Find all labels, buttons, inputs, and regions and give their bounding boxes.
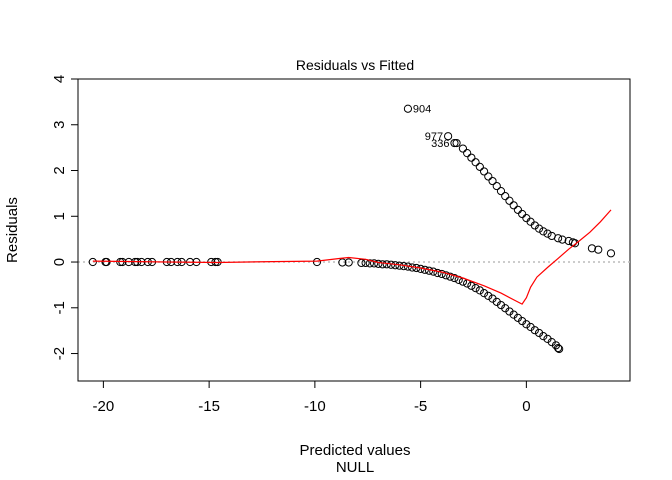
residual-point — [553, 343, 563, 353]
residual-point — [471, 158, 480, 167]
residual-point — [534, 224, 544, 233]
residual-point — [479, 167, 489, 176]
residual-point — [458, 144, 468, 153]
residual-point — [452, 138, 461, 148]
y-tick-label: 2 — [51, 166, 68, 174]
residual-point — [539, 227, 548, 236]
residual-point — [496, 187, 506, 196]
residual-point — [429, 267, 438, 276]
residual-point — [553, 234, 563, 243]
residual-point — [606, 249, 616, 258]
residual-point — [518, 209, 527, 219]
y-axis: -2 -1 0 1 2 3 4 — [51, 75, 79, 360]
residual-point — [433, 268, 442, 278]
residual-point — [357, 258, 366, 268]
residual-point — [509, 201, 518, 210]
y-tick-label: 4 — [51, 75, 68, 83]
residual-point — [374, 259, 383, 268]
residual-point — [530, 326, 539, 335]
residual-point — [475, 286, 484, 295]
residual-point — [594, 245, 603, 254]
residual-point — [378, 260, 387, 269]
y-tick-label: -1 — [51, 301, 68, 314]
residual-point — [102, 257, 111, 267]
x-tick-label: -10 — [304, 398, 326, 415]
x-axis: -20 -15 -10 -5 0 — [93, 380, 531, 415]
y-tick-label: 3 — [51, 121, 68, 129]
residual-point — [484, 172, 493, 181]
residual-point — [488, 176, 497, 186]
x-axis-label: Predicted values — [300, 442, 411, 459]
labeled-residual-point — [450, 138, 459, 148]
residual-point — [587, 244, 597, 253]
x-tick-label: -5 — [414, 398, 427, 415]
residual-point — [513, 205, 523, 214]
residual-point — [522, 320, 531, 329]
residual-point — [450, 273, 459, 283]
residual-point — [312, 257, 322, 267]
residual-point — [558, 235, 567, 244]
residual-point — [88, 257, 97, 267]
smoother-line — [92, 209, 612, 305]
residual-point — [463, 149, 472, 158]
chart-title: Residuals vs Fitted — [296, 57, 414, 73]
residual-point — [484, 291, 493, 300]
point-annotation: 977 — [425, 131, 443, 143]
residual-point — [570, 239, 580, 248]
residual-point — [539, 332, 548, 341]
points-layer — [88, 104, 616, 354]
smoother-layer — [92, 209, 612, 305]
labeled-residual-point — [444, 132, 453, 141]
residual-point — [344, 258, 353, 267]
y-tick-label: 0 — [51, 258, 68, 266]
point-annotation: 904 — [413, 104, 431, 116]
residual-point — [471, 284, 480, 293]
point-annotation: 336 — [431, 138, 449, 150]
x-axis-sublabel: NULL — [336, 459, 374, 476]
x-tick-label: -20 — [93, 398, 115, 415]
residual-point — [479, 289, 489, 298]
residual-point — [446, 272, 455, 281]
y-tick-label: -2 — [51, 347, 68, 360]
residual-point — [441, 271, 451, 280]
y-tick-label: 1 — [51, 212, 68, 220]
residual-point — [437, 269, 446, 279]
y-axis-label: Residuals — [4, 197, 21, 263]
x-tick-label: 0 — [522, 398, 530, 415]
residual-point — [501, 192, 510, 201]
residual-point — [369, 259, 379, 268]
residual-point — [467, 153, 476, 162]
residual-point — [467, 281, 476, 290]
residual-point — [338, 258, 347, 267]
residual-point — [555, 344, 564, 354]
residual-point — [543, 229, 552, 238]
labeled-residual-point — [403, 104, 413, 113]
residual-point — [475, 162, 484, 171]
x-tick-label: -15 — [198, 398, 220, 415]
residual-point — [505, 196, 514, 205]
residual-point — [492, 181, 501, 191]
